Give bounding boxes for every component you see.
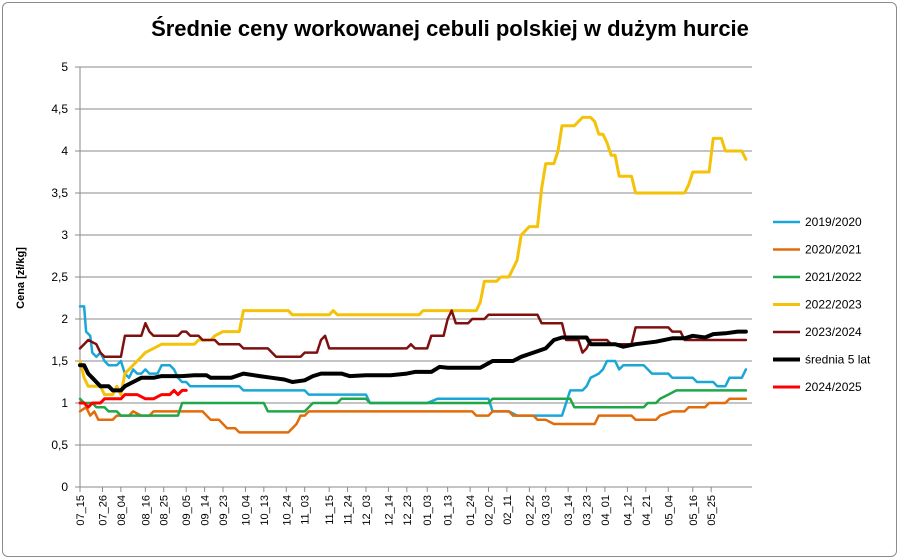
x-tick-label: 04_01 xyxy=(600,495,612,526)
grid-lines xyxy=(80,66,752,488)
y-tick-label: 5 xyxy=(61,60,68,74)
series-line-2 xyxy=(78,389,748,417)
x-tick-label: 10_04 xyxy=(240,495,252,526)
legend-label-2: 2021/2022 xyxy=(805,270,862,284)
x-tick-label: 08_04 xyxy=(116,495,128,526)
series-line-6 xyxy=(78,388,188,409)
x-tick-label: 07_26 xyxy=(97,495,109,526)
x-tick-label: 04_12 xyxy=(622,495,634,526)
series-line-4 xyxy=(78,309,748,359)
x-tick-label: 01_03 xyxy=(422,495,434,526)
x-tick-label: 11_15 xyxy=(324,495,336,525)
x-tick-label: 01_24 xyxy=(465,495,477,526)
x-tick-label: 07_15 xyxy=(75,495,87,526)
chart-title: Średnie ceny workowanej cebuli polskiej … xyxy=(151,16,749,41)
axes xyxy=(79,67,752,488)
y-tick-label: 4 xyxy=(61,144,68,158)
x-tick-label: 09_23 xyxy=(218,495,230,526)
x-tick-label: 08_16 xyxy=(140,495,152,526)
series-line-1 xyxy=(78,397,748,434)
x-tick-label: 04_21 xyxy=(641,495,653,526)
y-tick-label: 0,5 xyxy=(51,438,68,452)
x-tick-label: 02_22 xyxy=(524,495,536,526)
x-tick-label: 09_14 xyxy=(200,495,212,526)
x-tick-label: 05_16 xyxy=(688,495,700,526)
x-tick-label: 02_11 xyxy=(502,495,514,525)
legend-label-5: średnia 5 lat xyxy=(805,353,871,367)
y-tick-label: 1 xyxy=(61,396,68,410)
x-tick-label: 02_02 xyxy=(484,495,496,526)
x-tick-label: 01_13 xyxy=(443,495,455,526)
x-tick-label: 05_04 xyxy=(663,495,675,526)
y-tick-label: 2,5 xyxy=(51,270,68,284)
x-tick-label: 10_13 xyxy=(259,495,271,526)
y-tick-label: 0 xyxy=(61,480,68,494)
y-tick-label: 4,5 xyxy=(51,102,68,116)
series-line-3 xyxy=(78,115,748,397)
legend-label-6: 2024/2025 xyxy=(805,380,862,394)
y-tick-label: 1,5 xyxy=(51,354,68,368)
x-tick-label: 03_23 xyxy=(582,495,594,526)
series-line-5 xyxy=(78,329,748,393)
x-tick-label: 12_14 xyxy=(383,495,395,526)
x-tick-label: 08_25 xyxy=(159,495,171,526)
x-tick-label: 12_03 xyxy=(361,495,373,526)
x-tick-label: 12_23 xyxy=(402,495,414,526)
x-tick-label: 10_24 xyxy=(281,495,293,526)
legend-label-4: 2023/2024 xyxy=(805,325,862,339)
x-tick-label: 03_14 xyxy=(563,495,575,526)
y-axis-ticks: 0 0,5 1 1,5 2 2,5 3 3,5 4 4,5 5 xyxy=(51,60,80,494)
legend-label-1: 2020/2021 xyxy=(805,243,862,257)
legend: 2019/2020 2020/2021 2021/2022 2022/2023 2023… xyxy=(773,215,871,394)
x-tick-label: 11_24 xyxy=(343,495,355,525)
series-lines xyxy=(78,115,748,434)
x-tick-label: 09_05 xyxy=(181,495,193,526)
x-axis-ticks: 07_15 07_26 08_04 08_16 08_25 09_05 09_14 09_23… xyxy=(75,487,718,526)
x-tick-label: 05_25 xyxy=(706,495,718,526)
y-tick-label: 3 xyxy=(61,228,68,242)
legend-label-0: 2019/2020 xyxy=(805,215,862,229)
y-tick-label: 2 xyxy=(61,312,68,326)
legend-label-3: 2022/2023 xyxy=(805,298,862,312)
y-tick-label: 3,5 xyxy=(51,186,68,200)
x-tick-label: 11_03 xyxy=(300,495,312,525)
x-tick-label: 03_03 xyxy=(541,495,553,526)
